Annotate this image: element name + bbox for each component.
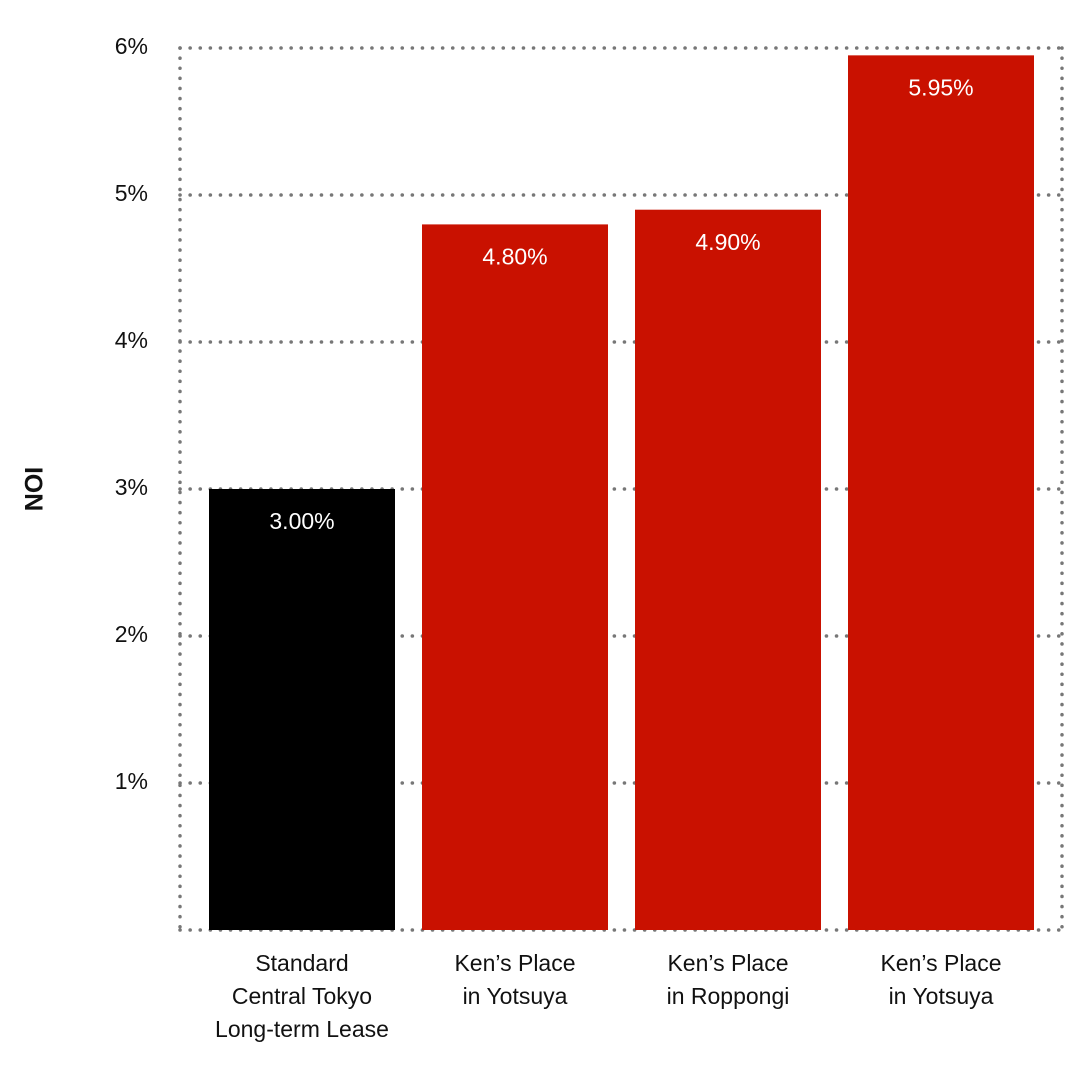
y-tick-label: 1% (115, 768, 148, 794)
value-label: 3.00% (269, 508, 334, 534)
bar (635, 209, 821, 930)
value-label: 4.80% (482, 243, 547, 269)
bar (422, 224, 608, 930)
x-tick-label: Ken’s Place (880, 950, 1001, 976)
x-tick-label: Ken’s Place (454, 950, 575, 976)
x-tick-label: Central Tokyo (232, 983, 372, 1009)
x-tick-label: in Roppongi (667, 983, 790, 1009)
y-tick-label: 4% (115, 327, 148, 353)
x-tick-label: Standard (255, 950, 348, 976)
y-tick-label: 6% (115, 33, 148, 59)
bar (848, 55, 1034, 931)
y-axis-label: NOI (21, 467, 49, 511)
y-tick-label: 2% (115, 621, 148, 647)
y-tick-label: 5% (115, 180, 148, 206)
x-tick-label: Long-term Lease (215, 1016, 389, 1042)
bar (209, 489, 395, 930)
value-label: 5.95% (908, 74, 973, 100)
x-tick-label: Ken’s Place (667, 950, 788, 976)
y-tick-label: 3% (115, 474, 148, 500)
value-label: 4.90% (695, 229, 760, 255)
x-tick-label: in Yotsuya (463, 983, 568, 1009)
x-tick-label: in Yotsuya (889, 983, 994, 1009)
